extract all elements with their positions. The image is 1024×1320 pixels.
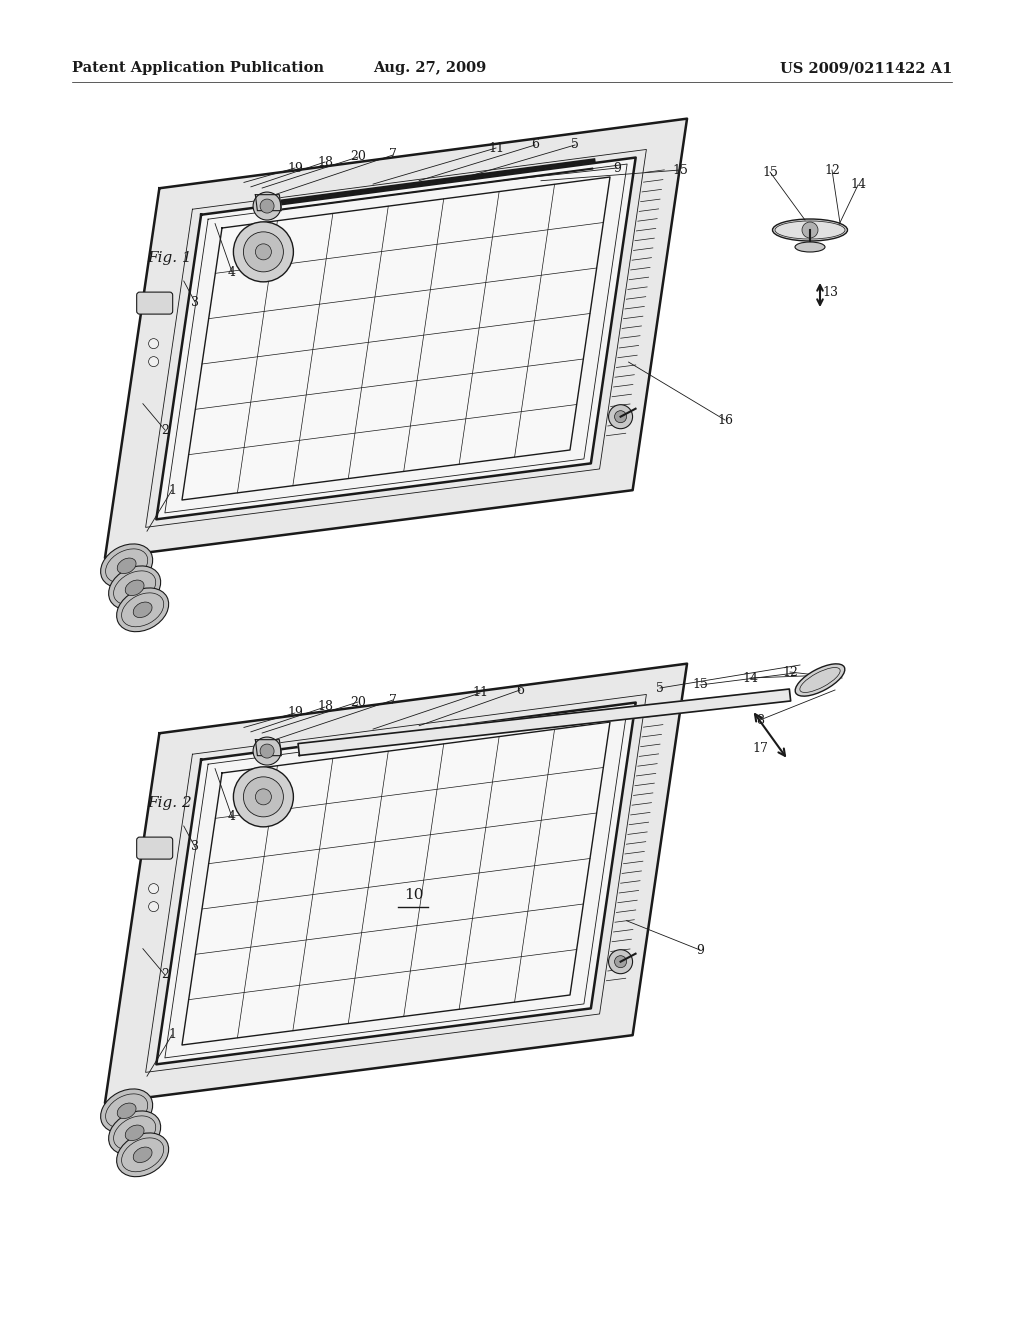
Text: 18: 18 — [317, 156, 333, 169]
Ellipse shape — [796, 664, 845, 696]
Text: 11: 11 — [488, 141, 504, 154]
Text: 5: 5 — [571, 139, 579, 152]
Text: 6: 6 — [531, 139, 539, 152]
Circle shape — [614, 411, 627, 422]
Circle shape — [148, 883, 159, 894]
Text: 19: 19 — [287, 161, 303, 174]
Ellipse shape — [117, 558, 136, 574]
Circle shape — [802, 222, 818, 238]
Text: 11: 11 — [472, 686, 488, 700]
Circle shape — [608, 405, 633, 429]
FancyBboxPatch shape — [136, 837, 173, 859]
Ellipse shape — [795, 242, 825, 252]
Ellipse shape — [117, 1104, 136, 1118]
Text: 19: 19 — [287, 706, 303, 719]
Ellipse shape — [100, 1089, 153, 1133]
Ellipse shape — [100, 544, 153, 587]
Circle shape — [148, 902, 159, 912]
Ellipse shape — [117, 587, 169, 632]
Text: 7: 7 — [389, 693, 397, 706]
Ellipse shape — [133, 602, 152, 618]
Text: 9: 9 — [696, 944, 703, 957]
Polygon shape — [182, 722, 610, 1045]
Text: 7: 7 — [389, 149, 397, 161]
Ellipse shape — [109, 1111, 161, 1155]
Text: 4: 4 — [228, 810, 236, 824]
Polygon shape — [157, 157, 636, 519]
Text: 5: 5 — [656, 681, 664, 694]
Text: 6: 6 — [516, 684, 524, 697]
Circle shape — [255, 789, 271, 805]
Polygon shape — [105, 664, 687, 1104]
Text: 2: 2 — [161, 969, 169, 982]
Text: 3: 3 — [191, 296, 199, 309]
Text: 9: 9 — [613, 161, 621, 174]
Text: 1: 1 — [168, 1028, 176, 1041]
Polygon shape — [157, 702, 636, 1064]
Text: 18: 18 — [317, 701, 333, 714]
Text: 20: 20 — [350, 696, 366, 709]
Circle shape — [148, 356, 159, 367]
Polygon shape — [105, 119, 687, 558]
Text: 10: 10 — [403, 888, 423, 902]
Text: 14: 14 — [742, 672, 758, 685]
Text: 12: 12 — [824, 164, 840, 177]
Text: 1: 1 — [168, 483, 176, 496]
Text: Fig. 1: Fig. 1 — [147, 251, 191, 265]
Ellipse shape — [772, 219, 848, 242]
Polygon shape — [255, 194, 282, 211]
Ellipse shape — [109, 566, 161, 610]
Circle shape — [608, 949, 633, 974]
Circle shape — [233, 222, 294, 282]
Text: 14: 14 — [850, 178, 866, 191]
Text: 15: 15 — [672, 164, 688, 177]
Ellipse shape — [133, 1147, 152, 1163]
Text: US 2009/0211422 A1: US 2009/0211422 A1 — [779, 61, 952, 75]
Circle shape — [244, 232, 284, 272]
Text: 15: 15 — [692, 678, 708, 692]
Text: 16: 16 — [717, 413, 733, 426]
Text: 3: 3 — [191, 841, 199, 854]
FancyBboxPatch shape — [136, 292, 173, 314]
Text: Fig. 2: Fig. 2 — [147, 796, 191, 810]
Circle shape — [253, 193, 281, 220]
Circle shape — [233, 767, 294, 826]
Text: 20: 20 — [350, 150, 366, 164]
Circle shape — [253, 737, 281, 766]
Text: 12: 12 — [782, 665, 798, 678]
Circle shape — [260, 744, 274, 758]
Text: 2: 2 — [161, 424, 169, 437]
Circle shape — [260, 199, 274, 213]
Polygon shape — [298, 689, 791, 755]
Text: 13: 13 — [822, 286, 838, 300]
Ellipse shape — [125, 579, 144, 595]
Text: Aug. 27, 2009: Aug. 27, 2009 — [374, 61, 486, 75]
Text: 17: 17 — [752, 742, 768, 755]
Ellipse shape — [125, 1125, 144, 1140]
Polygon shape — [255, 739, 282, 755]
Circle shape — [614, 956, 627, 968]
Text: 4: 4 — [228, 265, 236, 279]
Text: Patent Application Publication: Patent Application Publication — [72, 61, 324, 75]
Ellipse shape — [117, 1133, 169, 1176]
Circle shape — [255, 244, 271, 260]
Polygon shape — [182, 177, 610, 500]
Text: 15: 15 — [762, 165, 778, 178]
Circle shape — [148, 339, 159, 348]
Ellipse shape — [775, 220, 845, 239]
Circle shape — [244, 777, 284, 817]
Text: 8: 8 — [756, 714, 764, 726]
